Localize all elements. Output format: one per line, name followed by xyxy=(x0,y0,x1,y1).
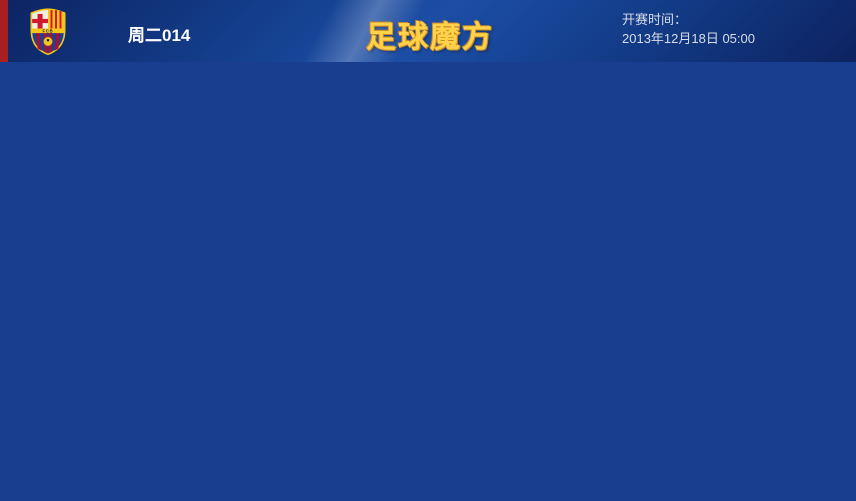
svg-text:FCB: FCB xyxy=(42,28,53,33)
